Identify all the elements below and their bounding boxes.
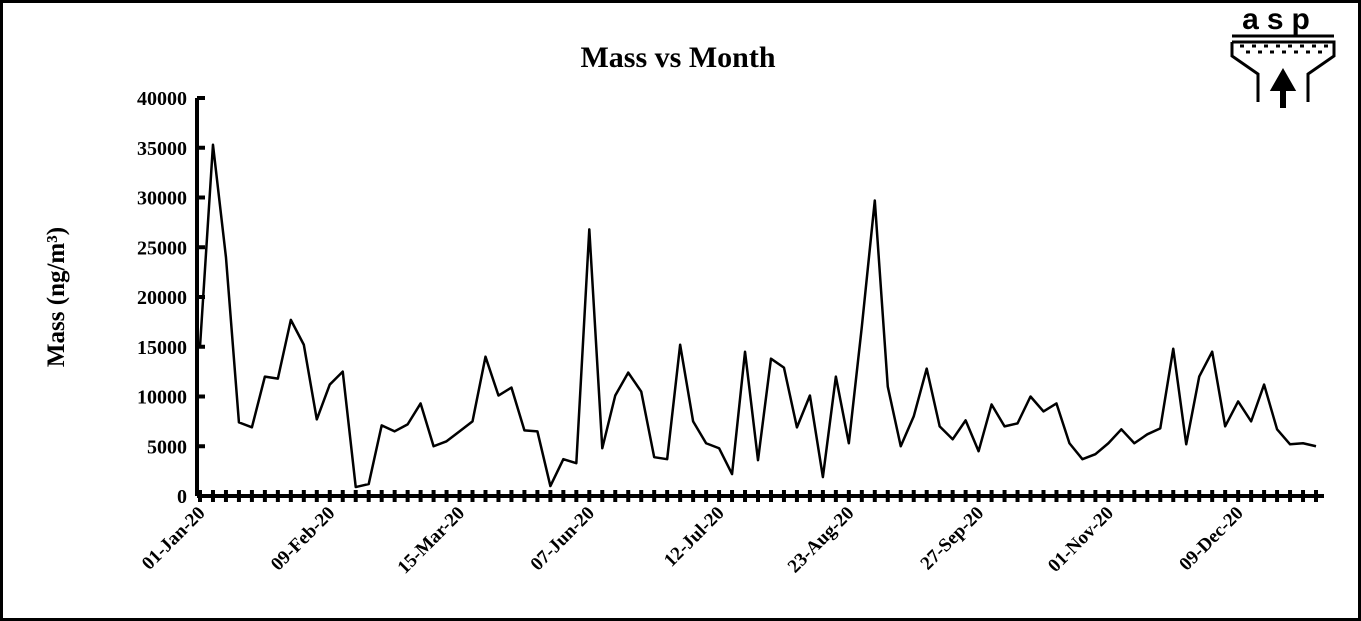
y-tick-label: 15000 (137, 337, 187, 359)
logo-funnel (1230, 40, 1336, 102)
logo-text: asp (1242, 3, 1318, 36)
y-tick-label: 20000 (137, 287, 187, 309)
y-tick-label: 25000 (137, 237, 187, 259)
logo-arrow (1269, 67, 1297, 108)
y-tick-label: 30000 (137, 188, 187, 210)
data-line (198, 143, 1317, 489)
logo-dots (1240, 44, 1328, 54)
y-tick-label: 35000 (137, 138, 187, 160)
chart-title: Mass vs Month (580, 41, 775, 74)
y-tick-label: 10000 (137, 387, 187, 409)
y-axis-label: Mass (ng/m³) (43, 227, 70, 367)
y-tick-label: 40000 (137, 88, 187, 110)
logo: asp (1230, 3, 1336, 108)
y-tick-label: 5000 (147, 436, 187, 458)
y-tick-label: 0 (177, 486, 187, 508)
